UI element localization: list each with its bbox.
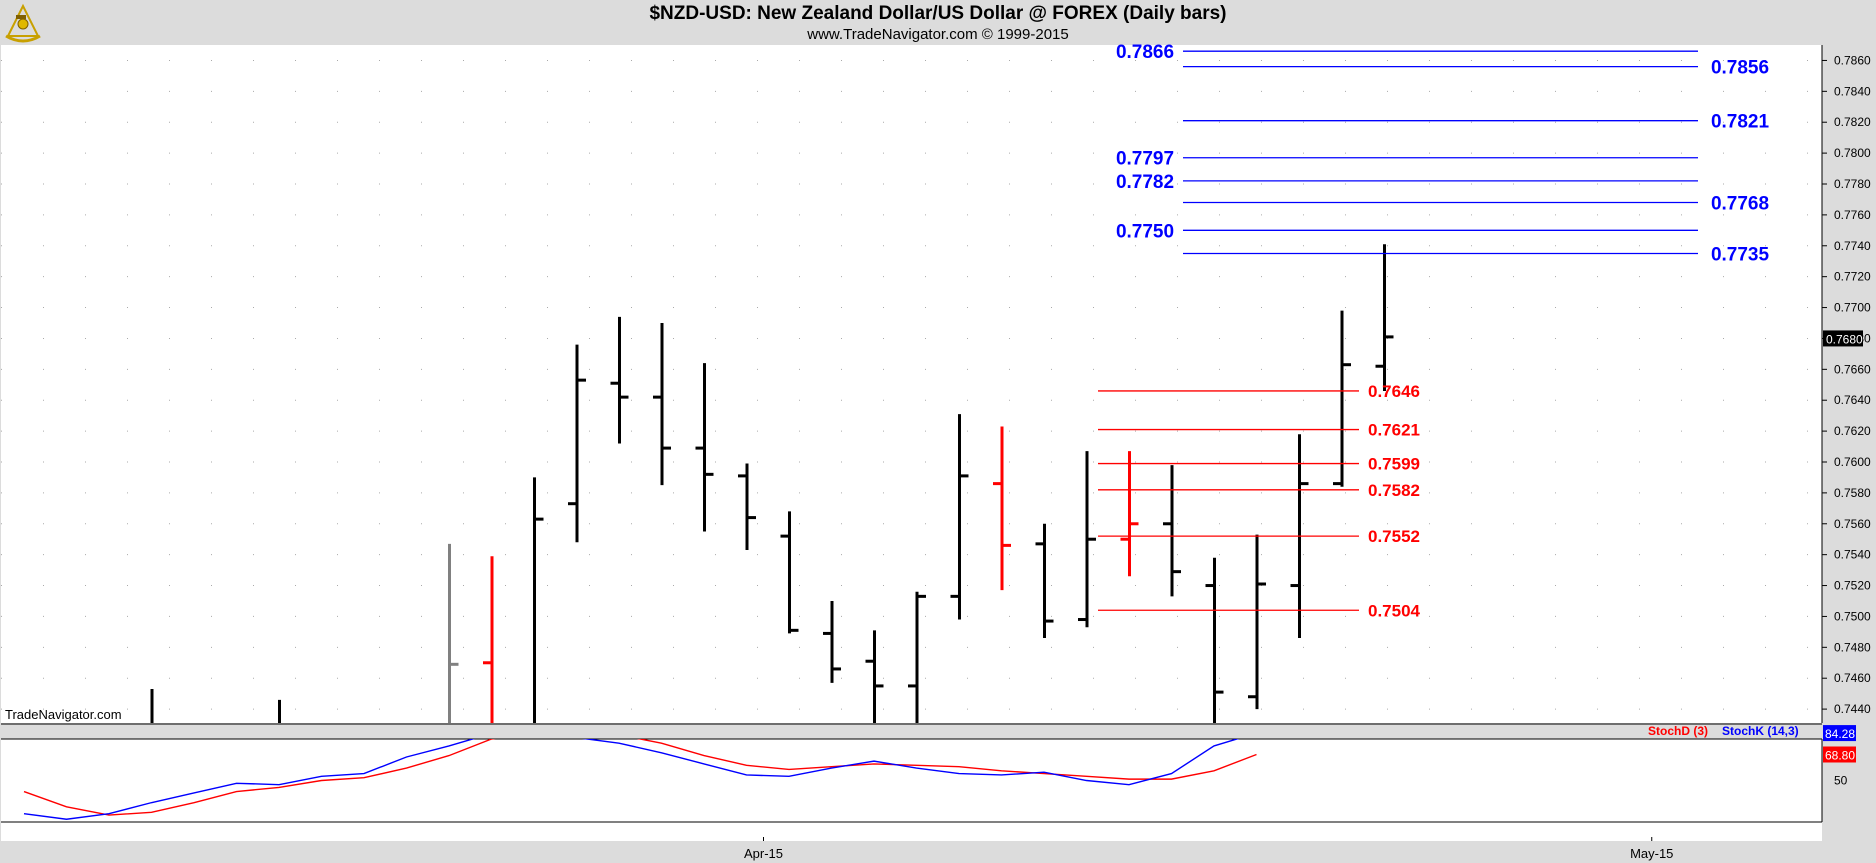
stochk-legend: StochK (14,3) [1722, 724, 1799, 738]
price-axis-label: 0.7740 [1834, 239, 1871, 253]
watermark: TradeNavigator.com [5, 707, 122, 722]
chart-title: $NZD-USD: New Zealand Dollar/US Dollar @… [649, 3, 1227, 24]
price-axis-label: 0.7540 [1834, 548, 1871, 562]
price-axis-label: 0.7780 [1834, 177, 1871, 191]
price-axis-label: 0.7560 [1834, 517, 1871, 531]
stochk-line [23, 739, 1240, 820]
last-price-marker [1823, 330, 1863, 347]
price-panel [1, 45, 1822, 723]
stochk-last-value: 84.28 [1825, 727, 1855, 741]
stochastic-panel [1, 739, 1822, 822]
price-axis-label: 0.7460 [1834, 671, 1871, 685]
resistance-label: 0.7782 [1116, 172, 1174, 193]
price-axis-label: 0.7520 [1834, 579, 1871, 593]
price-axis-label: 0.7820 [1834, 115, 1871, 129]
chart-subtitle: www.TradeNavigator.com © 1999-2015 [807, 26, 1069, 43]
price-axis-label: 0.7440 [1834, 702, 1871, 716]
price-axis-label: 0.7860 [1834, 53, 1871, 67]
resistance-label: 0.7768 [1711, 194, 1769, 215]
price-axis-label: 0.7840 [1834, 84, 1871, 98]
support-label: 0.7621 [1368, 421, 1420, 440]
price-axis-label: 0.7800 [1834, 146, 1871, 160]
support-label: 0.7599 [1368, 455, 1420, 474]
sextant-logo-icon [5, 3, 41, 43]
price-axis-label: 0.7620 [1834, 424, 1871, 438]
last-price-label: 0.7680 [1826, 332, 1863, 346]
stochastic-lines-group [23, 739, 1257, 820]
price-axis-label: 0.7660 [1834, 362, 1871, 376]
support-label: 0.7552 [1368, 527, 1420, 546]
stochk-last-marker [1823, 725, 1856, 742]
resistance-label: 0.7821 [1711, 112, 1770, 133]
resistance-label: 0.7856 [1711, 58, 1769, 79]
time-axis-band [1, 822, 1822, 841]
price-axis-label: 0.7480 [1834, 640, 1871, 654]
time-axis-label: May-15 [1630, 846, 1673, 861]
stochd-legend: StochD (3) [1648, 724, 1708, 738]
support-label: 0.7646 [1368, 382, 1420, 401]
price-axis-label: 0.7500 [1834, 609, 1871, 623]
resistance-label: 0.7866 [1116, 42, 1174, 63]
stochd-last-value: 68.80 [1825, 748, 1855, 762]
price-axis-label: 0.7760 [1834, 208, 1871, 222]
stochastic-axis-label: 50 [1834, 774, 1848, 788]
resistance-label: 0.7750 [1116, 221, 1174, 242]
price-axis-label: 0.7600 [1834, 455, 1871, 469]
stochd-last-marker [1823, 746, 1856, 763]
price-axis-label: 0.7700 [1834, 301, 1871, 315]
resistance-label: 0.7735 [1711, 244, 1770, 265]
support-label: 0.7582 [1368, 481, 1420, 500]
resistance-label: 0.7797 [1116, 149, 1174, 170]
price-axis-label: 0.7720 [1834, 270, 1871, 284]
price-axis-label: 0.7580 [1834, 486, 1871, 500]
time-axis-label: Apr-15 [744, 846, 783, 861]
support-label: 0.7504 [1368, 601, 1421, 620]
price-axis-label: 0.7640 [1834, 393, 1871, 407]
